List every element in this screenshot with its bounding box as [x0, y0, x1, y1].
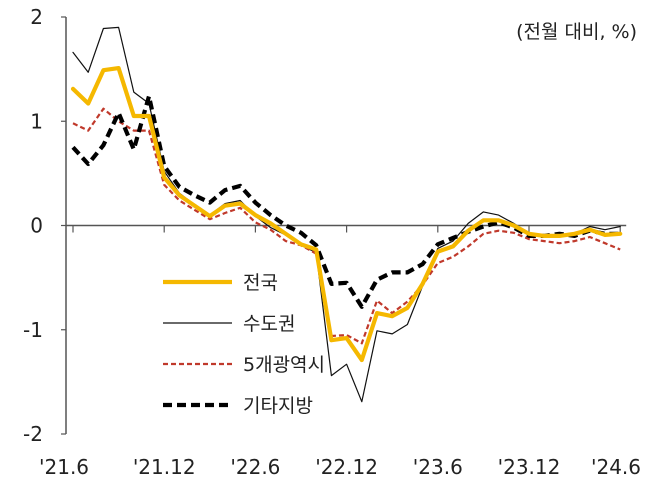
y-tick-label: 2: [30, 5, 43, 29]
y-tick-label: -2: [23, 422, 43, 446]
x-tick-label: '24.6: [591, 455, 641, 479]
legend-label-1: 전국: [243, 272, 278, 294]
legend-label-4: 기타지방: [243, 395, 313, 417]
x-tick-label: '22.12: [315, 455, 378, 479]
y-tick-label: 0: [30, 214, 43, 238]
x-tick-label: '23.12: [498, 455, 561, 479]
legend-label-3: 5개광역시: [243, 354, 325, 376]
unit-note: (전월 대비, %): [516, 21, 637, 43]
legend-label-2: 수도권: [243, 313, 295, 335]
plot-lines: [70, 26, 623, 403]
unit-note-text: (전월 대비, %): [516, 21, 637, 43]
series-line-2: [72, 26, 621, 403]
x-tick-label: '21.6: [39, 455, 89, 479]
series-line-4: [71, 94, 621, 309]
y-tick-label: -1: [23, 318, 43, 342]
series-line-3: [72, 107, 621, 345]
x-tick-label: '22.6: [230, 455, 280, 479]
x-axis: '21.6 '21.12 '22.6 '22.12 '23.6 '23.12 '24.6: [39, 224, 641, 479]
y-tick-label: 1: [30, 109, 43, 133]
series-line-1: [70, 66, 623, 363]
y-axis: 2 1 0 -1 -2: [23, 5, 67, 446]
x-tick-label: '23.6: [413, 455, 463, 479]
x-tick-label: '21.12: [133, 455, 196, 479]
